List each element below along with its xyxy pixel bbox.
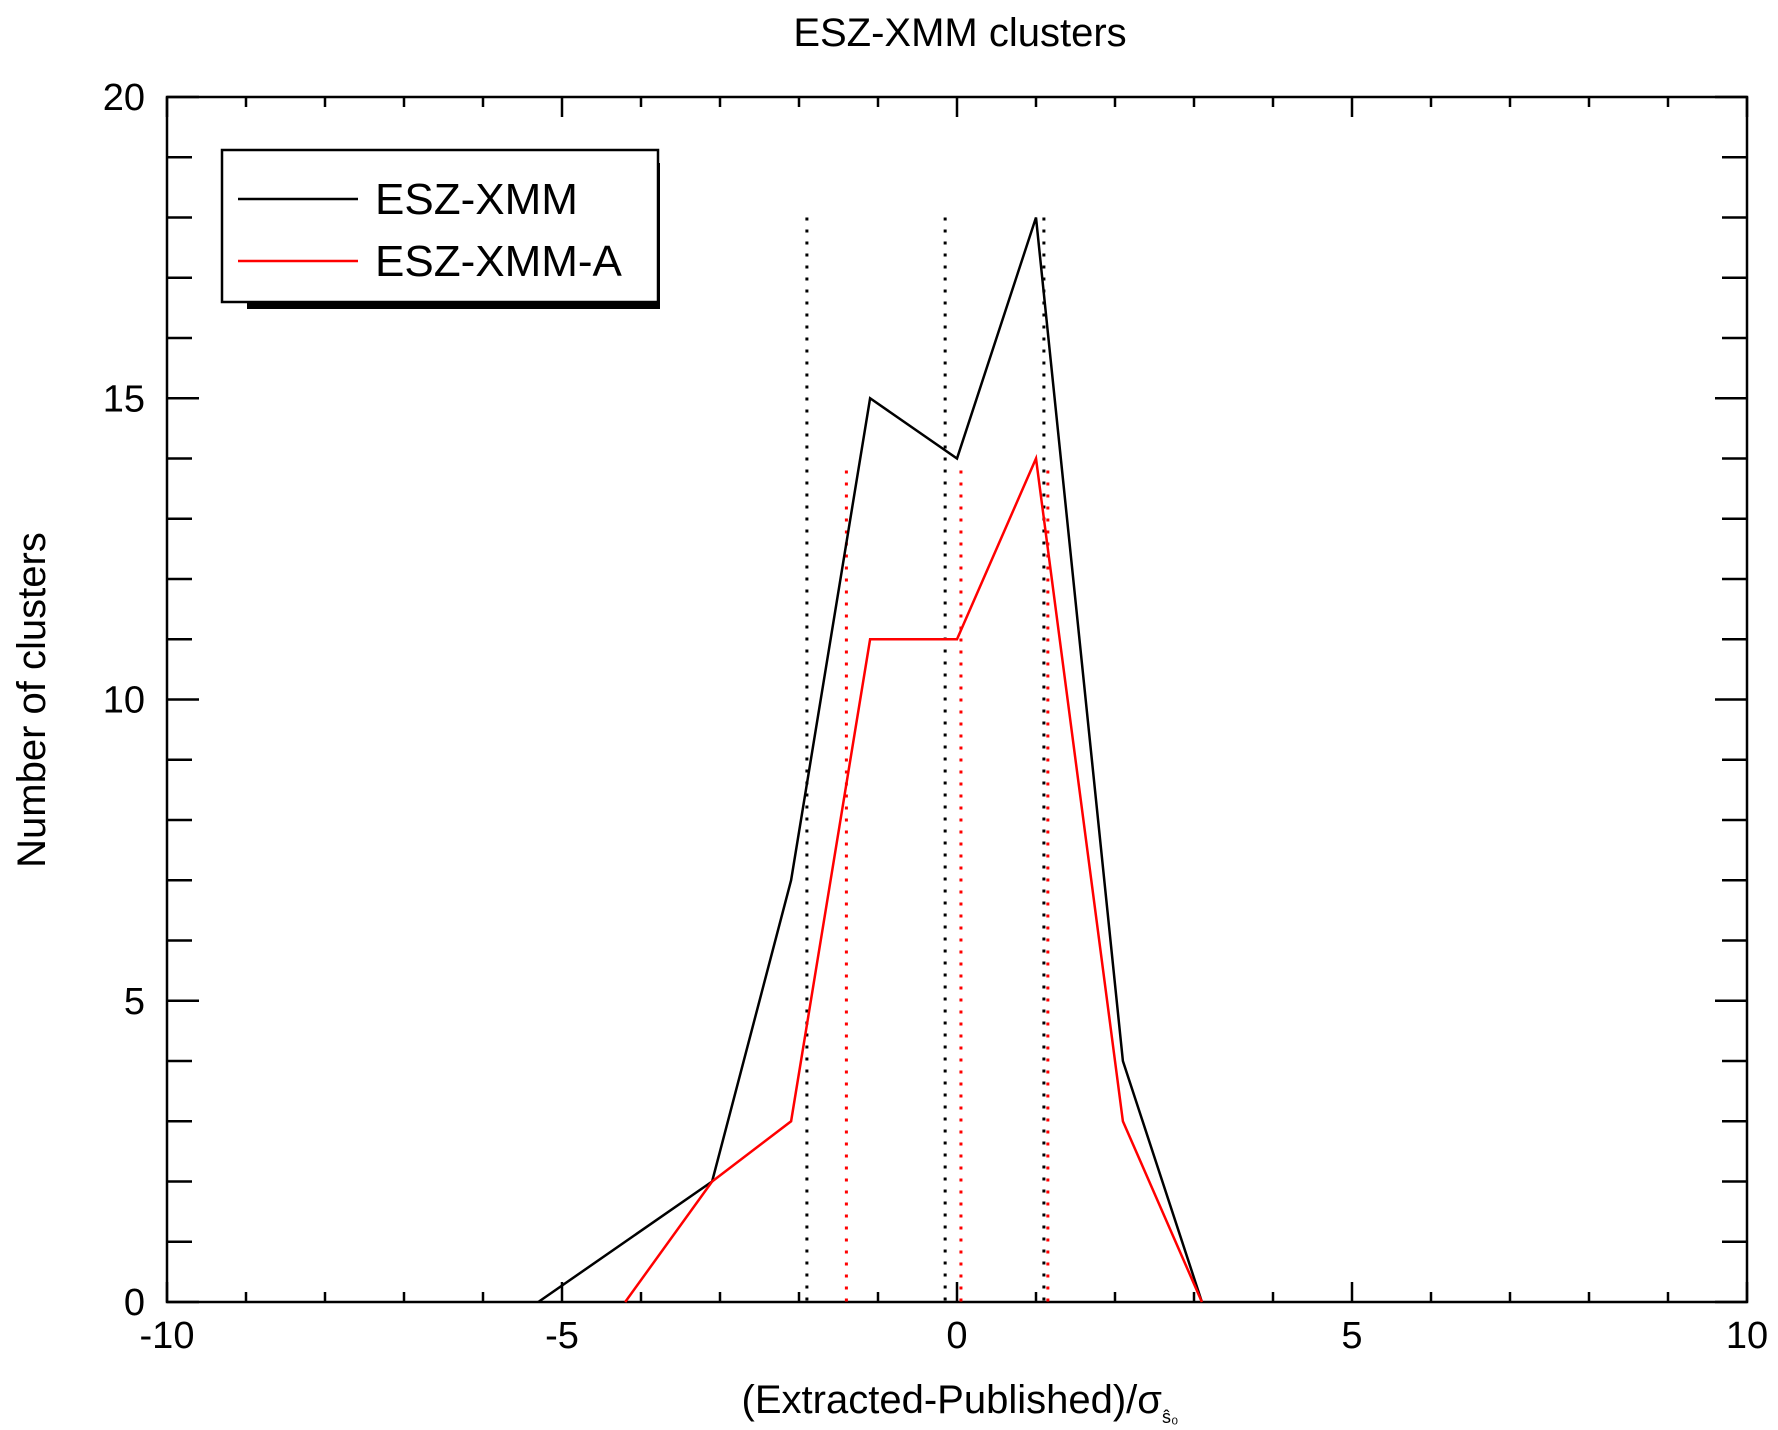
legend-label-esz-xmm: ESZ-XMM xyxy=(375,175,578,224)
mean-sigma-lines xyxy=(805,217,1050,1302)
y-tick-label: 0 xyxy=(124,1282,145,1324)
series-line-esz-xmm xyxy=(537,217,1204,1304)
x-tick-label: -5 xyxy=(545,1315,579,1357)
axis-tick-labels: -10 -5 0 5 10 0 5 10 15 20 xyxy=(103,77,1768,1357)
axis-ticks xyxy=(165,95,1749,1304)
y-tick-label: 20 xyxy=(103,77,145,119)
x-axis-label: (Extracted-Published)/σŝ₀ xyxy=(742,1378,1179,1427)
x-tick-label: 5 xyxy=(1341,1315,1362,1357)
x-tick-label: 10 xyxy=(1726,1315,1768,1357)
x-tick-label: -10 xyxy=(140,1315,195,1357)
series-line-esz-xmm-a xyxy=(624,453,1204,1303)
legend-label-esz-xmm-a: ESZ-XMM-A xyxy=(375,237,623,286)
y-tick-label: 5 xyxy=(124,981,145,1023)
x-tick-label: 0 xyxy=(946,1315,967,1357)
chart-title: ESZ-XMM clusters xyxy=(793,11,1126,55)
legend-box xyxy=(220,148,660,304)
y-axis-label: Number of clusters xyxy=(10,532,54,868)
series-lines xyxy=(537,217,1204,1304)
y-tick-label: 10 xyxy=(103,680,145,722)
x-axis-label-subscript: ŝ₀ xyxy=(1162,1407,1178,1427)
y-tick-label: 15 xyxy=(103,378,145,420)
x-axis-label-main: (Extracted-Published)/σ xyxy=(742,1378,1163,1422)
legend: ESZ-XMM ESZ-XMM-A xyxy=(220,148,660,309)
